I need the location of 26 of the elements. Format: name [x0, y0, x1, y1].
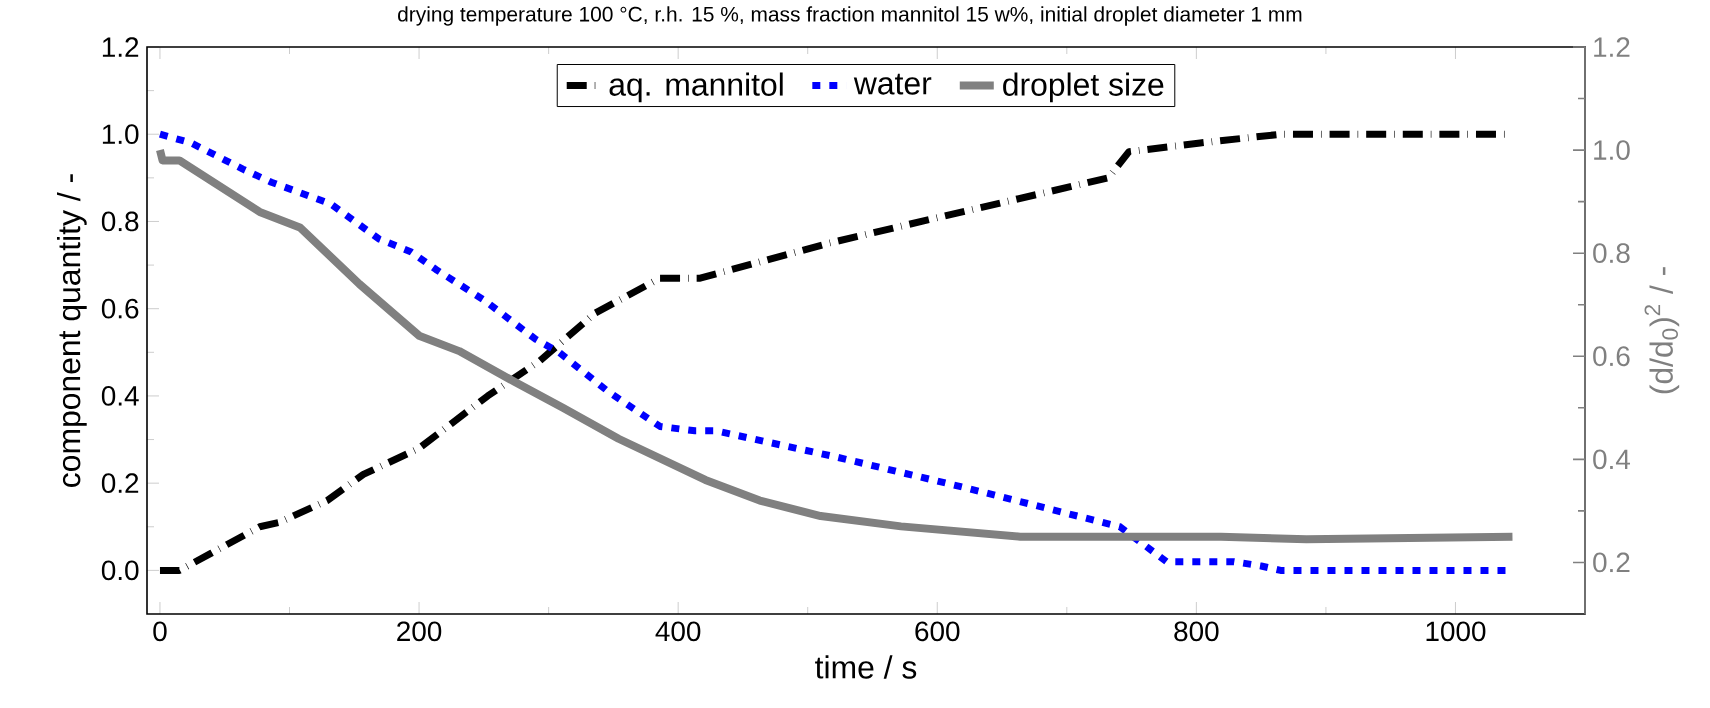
- y-tick-label: 0.0: [101, 560, 139, 581]
- y-tick-label: 1.2: [102, 37, 139, 57]
- y2-tick-label: 1.2: [1594, 37, 1630, 57]
- y2-tick-label: 0.4: [1593, 449, 1631, 470]
- x-tick-label: 1000: [1426, 621, 1486, 642]
- legend-label: droplet size: [1003, 72, 1164, 103]
- y-tick-label: 0.2: [101, 473, 139, 494]
- x-tick-label: 600: [915, 621, 960, 642]
- y2-axis-title: (d/d$_{0}$)$^{2}$ / -: [1644, 267, 1680, 394]
- chart-title: drying temperature 100 °C, r.h. 15 %, mass fraction mannitol 15 w%, initial droplet diameter 1 mm: [398, 6, 1302, 26]
- y-tick-label: 0.6: [101, 298, 139, 319]
- y2-tick-label: 1.0: [1594, 140, 1630, 160]
- y-tick-label: 1.0: [102, 124, 139, 145]
- legend-label: aq. mannitol: [609, 72, 783, 103]
- y-tick-label: 0.8: [101, 211, 139, 232]
- legend-label: water: [853, 73, 932, 95]
- x-tick-label: 200: [397, 621, 442, 642]
- x-axis-title: time / s: [815, 655, 917, 679]
- x-tick-label: 800: [1174, 621, 1219, 642]
- y-tick-label: 0.4: [101, 386, 139, 406]
- y-axis-title: component quantity / -: [56, 174, 87, 487]
- y2-tick-label: 0.8: [1593, 243, 1630, 264]
- x-tick-label: 400: [655, 621, 701, 642]
- y2-tick-label: 0.6: [1593, 346, 1630, 367]
- y2-tick-label: 0.2: [1593, 552, 1630, 573]
- x-tick-label: 0: [153, 621, 167, 642]
